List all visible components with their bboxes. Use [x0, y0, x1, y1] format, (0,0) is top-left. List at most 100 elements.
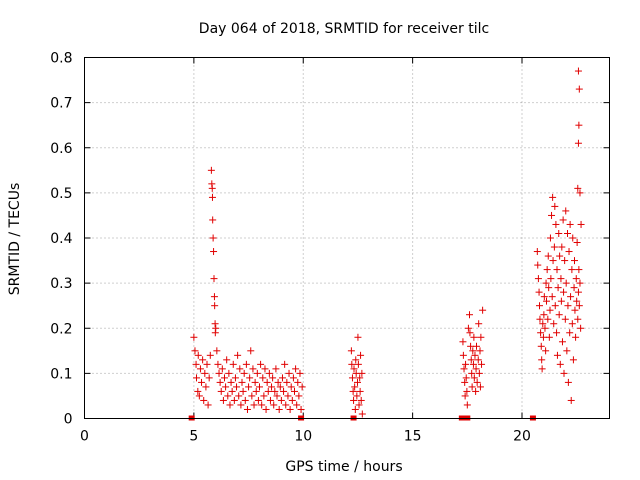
- data-point: [195, 392, 203, 400]
- data-point: [219, 396, 227, 404]
- data-point: [194, 387, 202, 395]
- data-point: [192, 360, 200, 368]
- data-point: [275, 405, 283, 413]
- data-point: [348, 374, 356, 382]
- data-point: [291, 387, 298, 395]
- data-point: [569, 234, 577, 242]
- data-point: [233, 383, 241, 391]
- data-point: [573, 297, 581, 305]
- data-point: [556, 360, 564, 368]
- data-point: [205, 374, 213, 382]
- data-point: [466, 311, 473, 319]
- data-point: [210, 275, 218, 283]
- data-point: [536, 302, 543, 310]
- data-point: [466, 329, 474, 337]
- data-point: [214, 360, 222, 368]
- data-point: [212, 324, 220, 332]
- data-point: [566, 220, 574, 228]
- data-point: [541, 324, 549, 332]
- data-point: [190, 333, 198, 341]
- data-point: [228, 387, 236, 395]
- data-point: [265, 369, 273, 377]
- data-point: [469, 360, 477, 368]
- data-point: [222, 383, 230, 391]
- data-point: [575, 121, 583, 129]
- data-point: [550, 243, 558, 251]
- data-point: [356, 374, 364, 382]
- data-point: [356, 387, 364, 395]
- data-point: [468, 383, 476, 391]
- data-point: [556, 252, 564, 260]
- data-point: [537, 329, 545, 337]
- data-point: [470, 374, 478, 382]
- data-point: [546, 234, 554, 242]
- data-point: [533, 248, 541, 256]
- data-point: [478, 360, 486, 368]
- data-point: [276, 383, 284, 391]
- data-point: [561, 257, 569, 265]
- data-point: [268, 383, 276, 391]
- data-point: [560, 288, 568, 296]
- data-point: [210, 293, 218, 301]
- data-point: [575, 302, 583, 310]
- data-point: [256, 383, 263, 391]
- data-point: [545, 333, 553, 341]
- data-point: [559, 216, 567, 224]
- data-point: [570, 284, 578, 292]
- data-point: [542, 347, 550, 355]
- data-point: [354, 378, 361, 386]
- data-point: [263, 378, 271, 386]
- data-point: [549, 257, 557, 265]
- data-point: [283, 378, 291, 386]
- data-point: [253, 369, 261, 377]
- data-point: [229, 360, 237, 368]
- data-point: [211, 320, 219, 328]
- y-tick-label: 0.8: [50, 51, 72, 67]
- data-point: [574, 184, 582, 192]
- y-tick-label: 0: [64, 412, 73, 428]
- data-point: [472, 365, 480, 373]
- data-point: [236, 365, 244, 373]
- data-point: [546, 306, 554, 314]
- data-point: [473, 342, 480, 350]
- data-point: [564, 229, 571, 237]
- data-point: [354, 333, 362, 341]
- data-point: [459, 351, 467, 359]
- data-point: [194, 351, 202, 359]
- data-point: [463, 387, 471, 395]
- data-point: [215, 369, 223, 377]
- data-point: [298, 383, 306, 391]
- data-point: [348, 360, 356, 368]
- x-tick-label: 20: [513, 429, 531, 445]
- y-tick-label: 0.2: [50, 321, 72, 337]
- data-point: [216, 378, 224, 386]
- data-point: [538, 365, 546, 373]
- data-point: [476, 347, 484, 355]
- data-point: [260, 392, 268, 400]
- data-point: [223, 356, 231, 364]
- data-point: [571, 257, 578, 265]
- data-point: [287, 383, 295, 391]
- data-point: [254, 396, 262, 404]
- y-tick-label: 0.6: [50, 141, 72, 157]
- data-point: [251, 378, 259, 386]
- data-point: [574, 315, 582, 323]
- data-point: [285, 369, 293, 377]
- data-point: [540, 311, 548, 319]
- data-point: [193, 374, 200, 382]
- data-point: [294, 378, 302, 386]
- data-point: [249, 365, 257, 373]
- data-point: [210, 248, 218, 256]
- data-point: [288, 396, 296, 404]
- data-point: [574, 67, 582, 75]
- data-point: [250, 401, 258, 409]
- data-point: [217, 387, 225, 395]
- y-tick-label: 0.4: [50, 231, 72, 247]
- tick-layer: 0 5 10 15 20 0 0.1 0.2 0.3 0.4 0.5 0.6 0.7 0.8: [50, 51, 610, 445]
- data-point: [199, 356, 207, 364]
- data-point: [568, 266, 576, 274]
- data-point: [462, 374, 470, 382]
- data-point: [547, 275, 555, 283]
- data-point: [293, 401, 301, 409]
- data-point: [200, 396, 208, 404]
